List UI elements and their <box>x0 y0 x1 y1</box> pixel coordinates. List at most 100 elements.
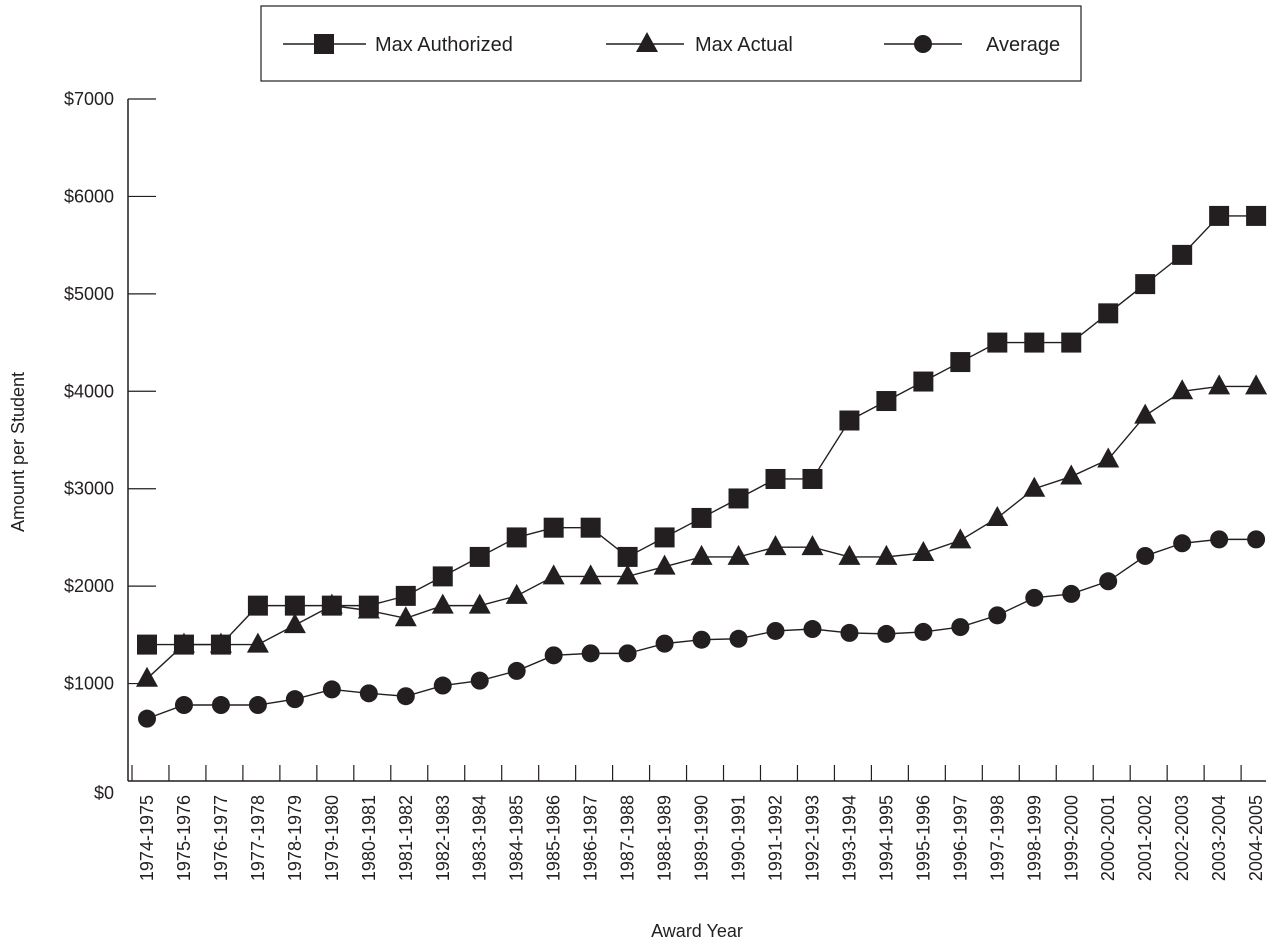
data-point-max-actual <box>209 632 232 653</box>
y-tick-label: $1000 <box>64 674 114 694</box>
data-point-max-actual <box>320 593 343 614</box>
legend-label: Max Actual <box>695 34 793 56</box>
data-point-max-actual <box>542 564 565 585</box>
x-tick-label: 1998-1999 <box>1024 795 1044 881</box>
x-tick-label: 1991-1992 <box>765 795 785 881</box>
data-point-max-actual <box>801 535 824 556</box>
data-point-average <box>174 696 193 715</box>
data-point-average <box>581 644 600 663</box>
data-point-max-actual <box>690 544 713 565</box>
data-point-max-authorized <box>765 468 786 489</box>
legend-marker-average <box>914 35 932 53</box>
data-point-average <box>433 676 452 695</box>
data-point-max-authorized <box>1135 274 1156 295</box>
data-point-max-actual <box>579 564 602 585</box>
data-point-max-authorized <box>247 595 268 616</box>
data-point-average <box>729 629 748 648</box>
data-point-max-actual <box>1060 464 1083 485</box>
data-point-average <box>1025 588 1044 607</box>
data-point-max-authorized <box>1172 244 1193 265</box>
data-point-max-authorized <box>913 371 934 392</box>
series-average <box>138 530 1266 728</box>
x-tick-label: 1986-1987 <box>581 795 601 881</box>
y-tick-label: $4000 <box>64 381 114 401</box>
x-tick-label: 1996-1997 <box>950 795 970 881</box>
data-point-max-authorized <box>506 527 527 548</box>
data-point-max-authorized <box>950 352 971 373</box>
x-tick-label: 1993-1994 <box>839 795 859 881</box>
legend-item-max-authorized: Max Authorized <box>283 34 513 56</box>
data-point-average <box>803 620 822 639</box>
data-point-average <box>618 644 637 663</box>
series-layer <box>136 205 1268 728</box>
x-tick-label: 1983-1984 <box>470 795 490 881</box>
x-tick-label: 2000-2001 <box>1098 795 1118 881</box>
x-tick-label: 1982-1983 <box>433 795 453 881</box>
y-tick-label: $2000 <box>64 576 114 596</box>
data-point-max-authorized <box>839 410 860 431</box>
x-tick-label: 1987-1988 <box>618 795 638 881</box>
legend-item-average: Average <box>884 34 1060 56</box>
legend-label: Max Authorized <box>375 34 513 56</box>
x-tick-label: 1980-1981 <box>359 795 379 881</box>
data-point-average <box>396 687 415 706</box>
x-tick-label: 1999-2000 <box>1061 795 1081 881</box>
x-tick-label: 1997-1998 <box>987 795 1007 881</box>
x-tick-label: 1992-1993 <box>802 795 822 881</box>
data-point-max-authorized <box>617 546 638 567</box>
data-point-max-authorized <box>1061 332 1082 353</box>
x-tick-label: 2001-2002 <box>1135 795 1155 881</box>
data-point-max-authorized <box>691 507 712 528</box>
x-tick-label: 1981-1982 <box>396 795 416 881</box>
data-point-max-authorized <box>580 517 601 538</box>
data-point-max-actual <box>1097 447 1120 468</box>
data-point-max-actual <box>1134 403 1157 424</box>
x-tick-label: 1976-1977 <box>211 795 231 881</box>
x-tick-label: 1990-1991 <box>729 795 749 881</box>
data-point-max-authorized <box>802 468 823 489</box>
legend-marker-max-authorized <box>314 34 334 54</box>
y-tick-label: $3000 <box>64 479 114 499</box>
data-point-max-actual <box>283 613 306 634</box>
data-point-max-authorized <box>543 517 564 538</box>
data-point-max-authorized <box>654 527 675 548</box>
y-tick-label: $7000 <box>64 89 114 109</box>
x-tick-label: 1974-1975 <box>137 795 157 881</box>
data-point-average <box>766 621 785 640</box>
data-point-max-actual <box>1023 476 1046 497</box>
data-point-max-authorized <box>469 546 490 567</box>
data-point-max-actual <box>1208 374 1231 395</box>
series-line-average <box>146 538 1257 720</box>
data-point-average <box>1247 530 1266 549</box>
legend-item-max-actual: Max Actual <box>606 32 793 56</box>
x-tick-label: 2003-2004 <box>1209 795 1229 881</box>
data-point-max-actual <box>986 505 1009 526</box>
data-point-max-authorized <box>876 391 897 412</box>
data-point-max-actual <box>357 598 380 619</box>
y-axis-label: Amount per Student <box>8 372 28 532</box>
x-tick-label: 1994-1995 <box>876 795 896 881</box>
data-point-max-actual <box>653 554 676 575</box>
legend-marker-max-actual <box>636 32 658 52</box>
data-point-max-actual <box>875 544 898 565</box>
data-point-max-authorized <box>1209 205 1230 226</box>
data-point-average <box>1210 530 1229 549</box>
x-axis-label: Award Year <box>651 921 743 941</box>
data-point-max-actual <box>616 564 639 585</box>
data-point-max-actual <box>1171 379 1194 400</box>
x-tick-label: 2004-2005 <box>1246 795 1266 881</box>
data-point-average <box>988 606 1007 625</box>
x-tick-label: 1975-1976 <box>174 795 194 881</box>
data-point-average <box>248 696 267 715</box>
data-point-max-actual <box>1245 374 1268 395</box>
data-point-average <box>655 634 674 653</box>
series-max-authorized <box>137 205 1267 655</box>
data-point-max-authorized <box>728 488 749 509</box>
data-point-max-authorized <box>1246 205 1267 226</box>
x-tick-label: 1985-1986 <box>544 795 564 881</box>
data-point-average <box>840 623 859 642</box>
y-tick-label: $0 <box>94 783 114 803</box>
data-point-average <box>1062 584 1081 603</box>
data-point-max-authorized <box>1024 332 1045 353</box>
data-point-max-actual <box>727 544 750 565</box>
